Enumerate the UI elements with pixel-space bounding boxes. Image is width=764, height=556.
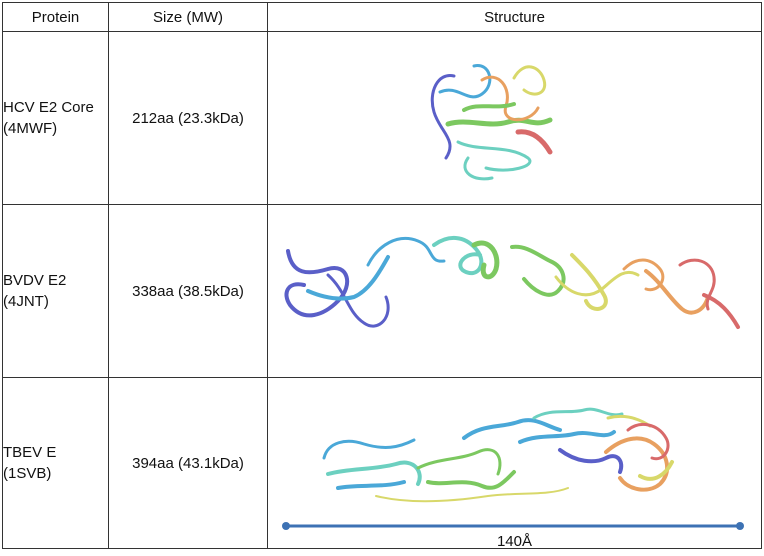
protein-name: BVDV E2 (3, 272, 67, 289)
table-row: BVDV E2 (4JNT) 338aa (38.5kDa) (2, 204, 762, 378)
structure-cell: 140Å (267, 377, 762, 550)
protein-cell: TBEV E (1SVB) (2, 377, 109, 549)
table-row: TBEV E (1SVB) 394aa (43.1kDa) (2, 377, 762, 550)
protein-name: TBEV E (3, 444, 57, 461)
protein-cell: HCV E2 Core (4MWF) (2, 31, 109, 205)
structure-cell (267, 204, 762, 378)
protein-pdb-id: (4JNT) (3, 293, 49, 310)
size-cell: 212aa (23.3kDa) (108, 31, 268, 205)
protein-pdb-id: (1SVB) (3, 465, 52, 482)
header-protein: Protein (2, 2, 109, 32)
protein-cell: BVDV E2 (4JNT) (2, 204, 109, 378)
scale-bar-label: 140Å (496, 533, 533, 550)
table-row: HCV E2 Core (4MWF) 212aa (23.3kDa) (2, 31, 762, 205)
protein-pdb-id: (4MWF) (3, 120, 58, 137)
bvdv-e2-structure-image (284, 236, 740, 329)
header-size: Size (MW) (108, 2, 268, 32)
size-cell: 338aa (38.5kDa) (108, 204, 268, 378)
size-cell: 394aa (43.1kDa) (108, 377, 268, 549)
header-row: Protein Size (MW) Structure (2, 2, 762, 32)
scale-bar (282, 522, 744, 530)
hcv-e2-structure-image (430, 64, 553, 181)
protein-name: HCV E2 Core (3, 99, 94, 116)
structure-cell (267, 31, 762, 205)
tbev-e-structure-image (282, 407, 744, 530)
header-structure: Structure (267, 2, 762, 32)
